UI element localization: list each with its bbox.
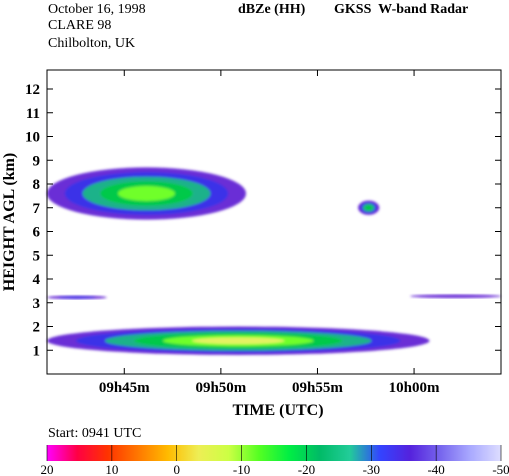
echo-feature (410, 294, 501, 298)
header-date: October 16, 1998 (48, 2, 146, 17)
y-tick-label: 10 (25, 130, 40, 146)
echo-contour (364, 205, 373, 211)
header-instrument: GKSS W-band Radar (334, 2, 469, 17)
echo-contour (410, 294, 501, 298)
colorbar-tick-label: -10 (233, 462, 250, 476)
echo-feature (358, 200, 380, 215)
y-tick-label: 1 (33, 343, 41, 359)
y-tick-label: 8 (33, 177, 41, 193)
y-tick-label: 4 (33, 272, 41, 288)
y-tick-label: 9 (33, 153, 41, 169)
x-tick-label: 09h45m (99, 380, 150, 396)
colorbar-tick-label: 0 (173, 462, 180, 476)
y-tick-label: 6 (33, 225, 41, 241)
colorbar-tick-label: 10 (105, 462, 118, 476)
echo-feature (47, 167, 246, 220)
colorbar-tick-label: -30 (363, 462, 380, 476)
header-site: Chilbolton, UK (48, 36, 136, 51)
colorbar-tick-label: -50 (492, 462, 509, 476)
y-tick-label: 2 (33, 320, 41, 336)
header-campaign: CLARE 98 (48, 18, 112, 33)
plot-frame (46, 69, 502, 375)
start-label: Start: 0941 UTC (48, 426, 142, 441)
y-tick-label: 12 (25, 82, 40, 98)
x-axis-label: TIME (UTC) (232, 402, 323, 419)
echo-feature (47, 295, 107, 300)
echo-feature (47, 326, 430, 355)
x-tick-label: 09h50m (195, 380, 246, 396)
echo-layer (47, 167, 501, 355)
y-tick-label: 11 (26, 106, 40, 122)
echo-contour (58, 296, 96, 299)
y-axis-label: HEIGHT AGL (km) (1, 153, 18, 291)
echo-contour (191, 337, 285, 345)
colorbar-ticks: 20 10 0 -10 -20 -30 -40 -50 (41, 445, 509, 476)
x-tick-label: 10h00m (389, 380, 440, 396)
y-tick-label: 3 (33, 296, 41, 312)
y-tick-label: 5 (33, 248, 41, 264)
echo-contour (118, 186, 175, 201)
x-tick-label: 09h55m (292, 380, 343, 396)
colorbar-tick-label: -40 (427, 462, 444, 476)
y-tick-label: 7 (33, 201, 41, 217)
header-product: dBZe (HH) (238, 2, 306, 17)
colorbar (47, 445, 501, 461)
colorbar-tick-label: 20 (41, 462, 54, 476)
colorbar-tick-label: -20 (298, 462, 315, 476)
